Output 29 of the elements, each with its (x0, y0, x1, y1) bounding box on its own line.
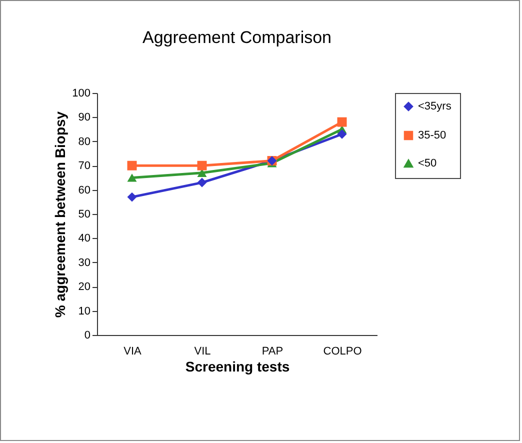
y-tick-label: 90 (78, 112, 90, 124)
y-tick-label: 10 (78, 305, 90, 318)
legend-label: <35yrs (418, 100, 452, 112)
y-tick-label: 20 (78, 281, 90, 294)
y-tick-label: 50 (78, 208, 90, 220)
y-tick-label: 70 (78, 160, 90, 172)
y-tick-label: 100 (72, 88, 90, 100)
x-tick-label: PAP (262, 346, 284, 358)
y-tick-label: 30 (78, 256, 90, 269)
point (337, 117, 347, 127)
legend-label: 35-50 (418, 130, 446, 142)
point (197, 178, 207, 188)
x-tick-label: COLPO (323, 346, 362, 358)
x-tick-label: VIA (124, 346, 142, 358)
chart-title: Aggreement Comparison (142, 28, 332, 47)
point (127, 174, 137, 182)
y-tick-label: 40 (78, 232, 90, 245)
y-axis-title: % aggreement between Biopsy (52, 111, 68, 318)
y-tick-label: 0 (84, 330, 90, 342)
point (197, 160, 207, 170)
x-tick-label: VIL (194, 346, 211, 358)
y-tick-label: 80 (78, 136, 90, 148)
x-axis-title: Screening tests (185, 358, 290, 374)
y-tick-label: 60 (78, 184, 90, 196)
point (127, 160, 137, 170)
legend-label: <50 (418, 158, 437, 170)
point (197, 168, 207, 177)
point (127, 192, 137, 202)
point (337, 129, 347, 139)
